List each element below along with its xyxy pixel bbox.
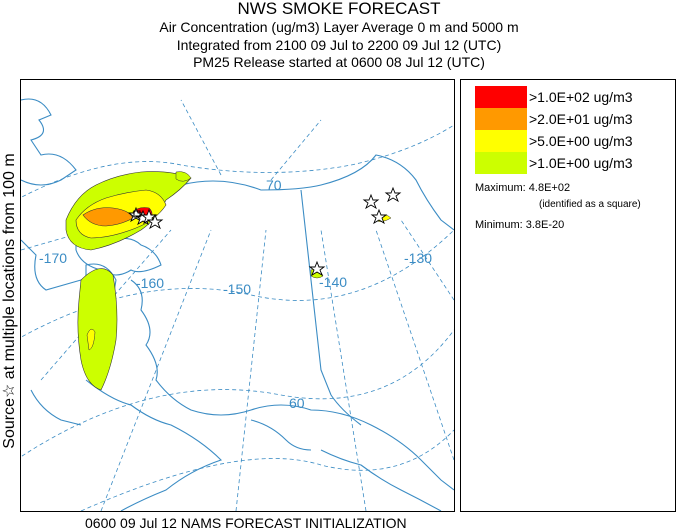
- source-markers: [127, 186, 402, 277]
- lon-label: -150: [223, 281, 251, 297]
- legend-swatch: [475, 130, 527, 152]
- initialization-label: 0600 09 Jul 12 NAMS FORECAST INITIALIZAT…: [85, 515, 407, 531]
- subtitle-line-2: Integrated from 2100 09 Jul to 2200 09 J…: [176, 37, 502, 53]
- latitude-lines: [21, 124, 454, 511]
- subtitle-line-3: PM25 Release started at 0600 08 Jul 12 (…: [193, 54, 485, 70]
- legend-swatch: [475, 86, 527, 108]
- smoke-map: -170 -160 -150 -140 -130 70 60: [20, 79, 455, 512]
- smoke-plume-south: [77, 268, 118, 391]
- source-star-icon: [146, 213, 164, 230]
- map-canvas: -170 -160 -150 -140 -130 70 60: [21, 98, 454, 511]
- lon-label: -130: [404, 250, 432, 266]
- lon-label: -160: [136, 275, 164, 291]
- lat-label: 70: [266, 177, 282, 193]
- legend-label: >1.0E+00 ug/m3: [529, 155, 633, 171]
- lon-label: -140: [319, 274, 347, 290]
- legend-swatch: [475, 108, 527, 130]
- source-side-label: Source☆ at multiple locations from 100 m: [1, 153, 18, 449]
- source-star-icon: [308, 260, 326, 277]
- subtitle-line-1: Air Concentration (ug/m3) Layer Average …: [159, 19, 519, 35]
- source-star-icon: [370, 208, 388, 225]
- border-line: [300, 189, 362, 426]
- legend-swatch: [475, 152, 527, 174]
- maximum-value: Maximum: 4.8E+02: [475, 182, 571, 194]
- legend-label: >2.0E+01 ug/m3: [529, 111, 633, 127]
- coastlines: [21, 98, 454, 511]
- minimum-value: Minimum: 3.8E-20: [475, 219, 565, 231]
- lon-label: -170: [39, 250, 67, 266]
- legend-label: >1.0E+02 ug/m3: [529, 89, 633, 105]
- forecast-title: NWS SMOKE FORECAST: [237, 0, 441, 18]
- maximum-note: (identified as a square): [539, 199, 641, 210]
- maximum-square: [133, 210, 141, 218]
- lat-label: 60: [289, 395, 305, 411]
- source-star-icon: [362, 193, 380, 210]
- legend-panel: >1.0E+02 ug/m3 >2.0E+01 ug/m3 >5.0E+00 u…: [460, 79, 676, 512]
- source-star-icon: [384, 186, 402, 203]
- legend-label: >5.0E+00 ug/m3: [529, 133, 633, 149]
